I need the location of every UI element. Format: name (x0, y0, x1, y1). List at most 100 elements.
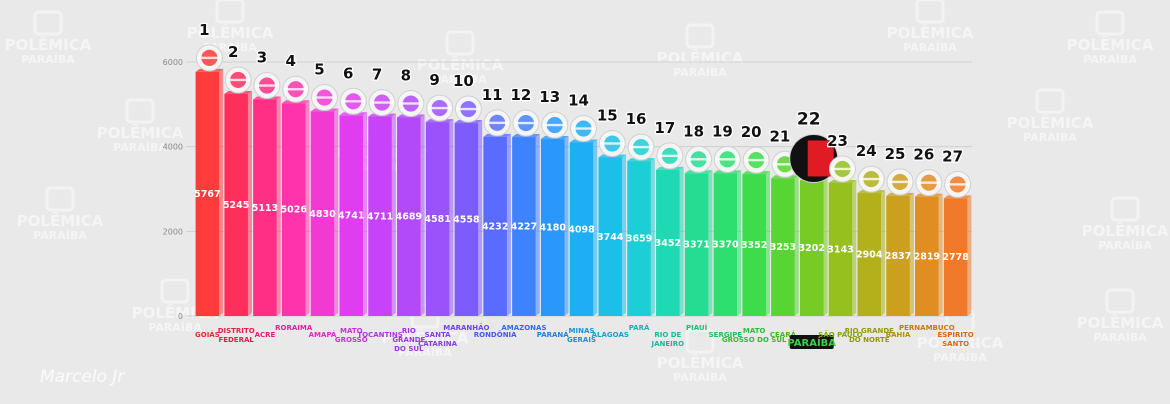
state-label: GOIÁS (195, 330, 220, 339)
watermark-layer: POLÊMICAPARAÍBAPOLÊMICAPARAÍBAPOLÊMICAPA… (5, 0, 1169, 384)
rank-badge: 7 (372, 66, 382, 84)
bar-side (564, 136, 569, 316)
value-label: 2778 (942, 252, 969, 263)
bar-side (305, 100, 310, 316)
bar-side (363, 112, 368, 316)
value-label: 4741 (338, 211, 364, 222)
state-flag-icon (713, 145, 741, 173)
rank-badge: 26 (913, 146, 934, 164)
bar-side (765, 171, 770, 316)
state-label: PARÁ (629, 323, 650, 332)
state-label: RIO DE (654, 331, 681, 339)
bar (799, 180, 824, 316)
watermark-text-line1: POLÊMICA (887, 23, 974, 42)
state-flag-icon (627, 133, 655, 161)
rank-badge: 15 (597, 107, 618, 125)
rank-badge: 3 (257, 49, 267, 67)
state-label: CEARÁ (770, 330, 797, 339)
rank-badge: 16 (626, 110, 647, 128)
watermark-text-line2: PARAÍBA (113, 141, 167, 154)
rank-badge: 10 (453, 72, 474, 90)
bar (368, 116, 392, 317)
bar (483, 136, 507, 316)
flag-stripe (629, 145, 653, 149)
watermark-text-line1: POLÊMICA (1082, 221, 1169, 240)
y-tick-label: 4000 (163, 143, 183, 152)
flag-stripe (197, 56, 222, 60)
flag-stripe (744, 158, 768, 162)
state-flag-icon (224, 66, 252, 94)
bar-side (909, 192, 914, 316)
watermark-text-line2: PARAÍBA (903, 41, 957, 54)
flag-stripe (427, 106, 452, 110)
state-flag-icon (512, 109, 540, 137)
watermark-logo-icon (160, 278, 190, 304)
state-label: GERAIS (567, 336, 596, 344)
state-label: PARAÍBA (787, 336, 836, 349)
value-label: 3659 (626, 234, 652, 245)
watermark-logo-icon (445, 30, 475, 56)
bar (598, 157, 623, 316)
state-label: FEDERAL (218, 336, 254, 344)
flag-stripe (773, 163, 797, 166)
flag-stripe (658, 154, 682, 158)
y-tick-label: 2000 (163, 227, 183, 236)
watermark-text-line2: PARAÍBA (398, 346, 452, 359)
value-label: 4830 (309, 209, 336, 220)
rank-badge: 11 (482, 86, 503, 104)
watermark-text-line1: POLÊMICA (187, 23, 274, 42)
state-flag-icon (195, 44, 223, 72)
bar-side (449, 119, 454, 316)
watermark-text-line2: PARAÍBA (673, 371, 727, 384)
state-label: CATARINA (418, 340, 458, 348)
watermark-logo-icon (685, 23, 715, 49)
rank-badge: 27 (942, 147, 963, 165)
bar-side (391, 113, 396, 317)
flag-stripe (543, 123, 567, 127)
rank-badge: 6 (343, 64, 353, 82)
bar (569, 142, 594, 316)
bar-side (276, 96, 281, 316)
bar (627, 161, 651, 316)
state-label: GRANDE (392, 336, 425, 344)
rank-badge: 9 (429, 71, 439, 89)
bar-side (219, 68, 224, 316)
value-label: 4098 (568, 224, 595, 235)
state-flag-icon (789, 133, 839, 183)
rank-badge: 19 (712, 122, 733, 140)
value-label: 3744 (597, 232, 624, 243)
value-label: 5245 (223, 200, 249, 211)
state-flag-icon (454, 95, 482, 123)
flag-stripe (571, 127, 596, 130)
state-label: TOCANTINS (357, 331, 402, 339)
bar (742, 174, 766, 316)
bar-side (593, 139, 598, 316)
watermark-text-line2: PARAÍBA (673, 66, 727, 79)
bar (656, 169, 680, 316)
value-label: 2819 (914, 251, 940, 262)
value-label: 5026 (280, 205, 307, 216)
value-label: 3202 (798, 243, 824, 254)
bar-side (420, 114, 425, 317)
rank-badge: 5 (314, 61, 324, 79)
watermark-text-line1: POLÊMICA (917, 333, 1004, 352)
flag-stripe (888, 180, 912, 184)
value-label: 4232 (482, 221, 508, 232)
bar (915, 196, 939, 316)
state-label: PARANÁ (537, 330, 570, 339)
flag-stripe (686, 158, 711, 161)
state-flag-icon (426, 94, 454, 122)
watermark-logo-icon (45, 186, 75, 212)
state-label: PERNAMBUCO (899, 324, 955, 332)
y-tick-label: 0 (178, 312, 183, 321)
bar-side (622, 154, 627, 316)
